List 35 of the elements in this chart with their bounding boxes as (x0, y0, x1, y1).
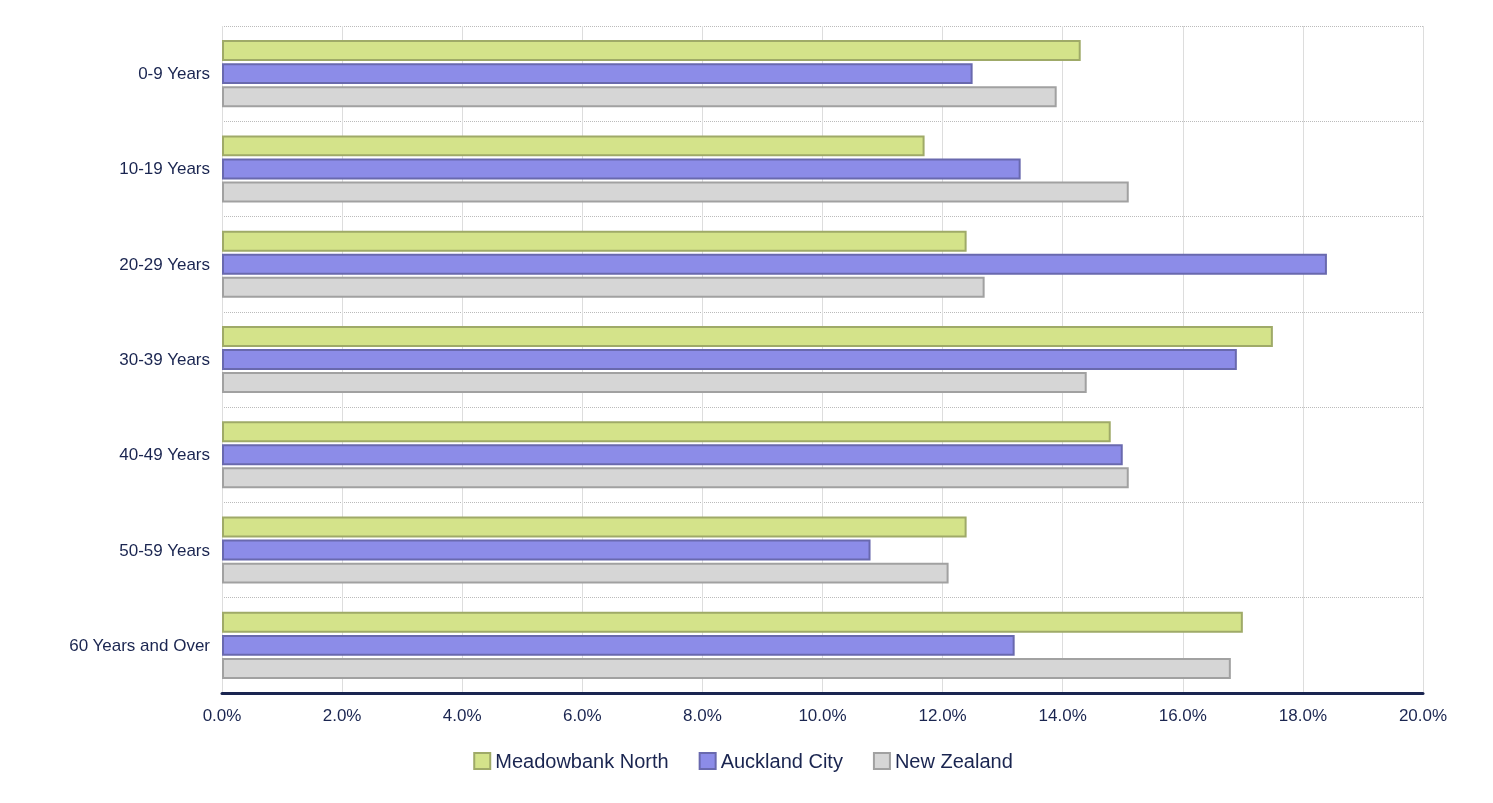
bar (222, 135, 925, 157)
y-tick-label: 20-29 Years (119, 254, 210, 274)
x-tick-label: 8.0% (683, 706, 722, 725)
x-tick-label: 0.0% (202, 706, 242, 725)
x-tick-label: 14.0% (1038, 706, 1087, 725)
bar (222, 611, 1243, 633)
bar (222, 444, 1123, 466)
legend-label: New Zealand (894, 750, 1013, 772)
bar (222, 539, 871, 561)
y-tick-label: 10-19 Years (119, 159, 210, 179)
y-tick-label: 30-39 Years (119, 350, 210, 369)
legend-label: Meadowbank North (495, 750, 669, 772)
y-tick-label: 60 Years and Over (69, 635, 211, 655)
bar (222, 421, 1111, 443)
x-tick-label: 16.0% (1158, 706, 1207, 725)
bar (222, 325, 1273, 347)
x-tick-label: 4.0% (442, 706, 482, 725)
bar (222, 634, 1015, 656)
y-tick-label: 0-9 Years (138, 64, 210, 84)
legend-label: Auckland City (720, 750, 843, 772)
bar (222, 230, 967, 252)
bar (222, 158, 1021, 180)
y-tick-label: 50-59 Years (119, 540, 210, 560)
bar (222, 349, 1237, 370)
y-tick-label: 40-49 Years (119, 445, 210, 465)
x-tick-label: 10.0% (798, 706, 847, 725)
x-tick-label: 2.0% (322, 706, 362, 725)
bar (222, 40, 1081, 62)
x-tick-label: 12.0% (918, 706, 967, 725)
x-tick-label: 20.0% (1398, 706, 1448, 725)
x-tick-label: 6.0% (562, 706, 602, 725)
bar (222, 253, 1327, 275)
bar (222, 63, 973, 85)
x-tick-label: 18.0% (1278, 706, 1327, 725)
bar (222, 516, 967, 538)
